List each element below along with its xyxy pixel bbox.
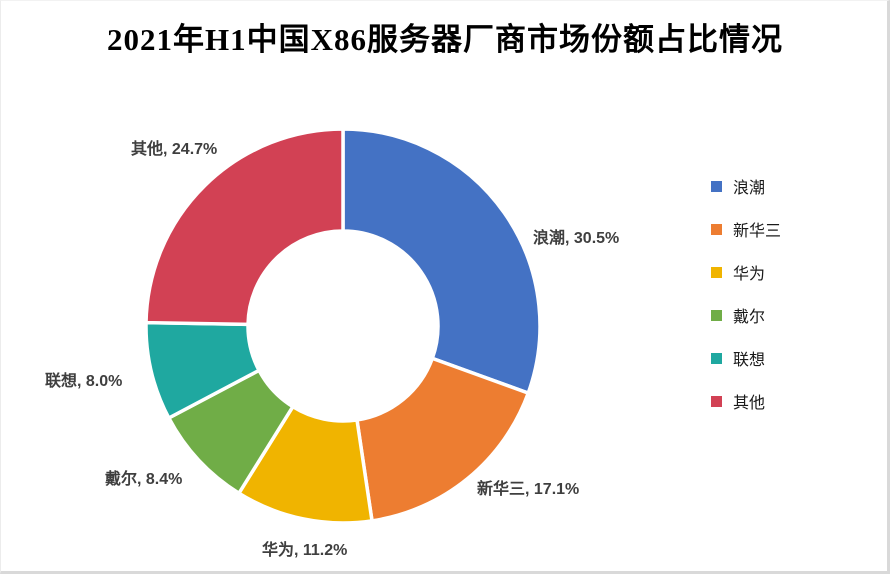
- legend-item-label: 联想: [733, 352, 766, 369]
- donut-slice-新华三[interactable]: [355, 356, 531, 523]
- legend-item-label: 其他: [733, 395, 766, 412]
- legend-item-label: 戴尔: [733, 309, 766, 326]
- legend-item-dell[interactable]: 戴尔: [711, 305, 781, 326]
- data-label-h3c: 新华三, 17.1%: [477, 481, 580, 498]
- legend-swatch-icon: [711, 395, 722, 407]
- data-label-dell: 戴尔, 8.4%: [105, 471, 183, 488]
- legend-item-label: 华为: [733, 266, 766, 283]
- legend-swatch-icon: [711, 180, 722, 192]
- legend-item-others[interactable]: 其他: [711, 391, 781, 412]
- legend-swatch-icon: [711, 223, 722, 235]
- data-label-others: 其他, 24.7%: [131, 141, 218, 158]
- legend-item-lenovo[interactable]: 联想: [711, 348, 781, 369]
- legend-swatch-icon: [711, 266, 722, 278]
- legend-item-label: 浪潮: [733, 180, 766, 197]
- donut-slice-其他[interactable]: [144, 127, 345, 327]
- data-label-inspur: 浪潮, 30.5%: [533, 230, 620, 247]
- chart-title: 2021年H1中国X86服务器厂商市场份额占比情况: [107, 22, 783, 57]
- legend: 浪潮 新华三 华为 戴尔 联想 其他: [711, 176, 781, 434]
- legend-item-huawei[interactable]: 华为: [711, 262, 781, 283]
- legend-swatch-icon: [711, 309, 722, 321]
- legend-swatch-icon: [711, 352, 722, 364]
- data-label-huawei: 华为, 11.2%: [262, 542, 348, 559]
- donut-slice-浪潮[interactable]: [341, 127, 542, 396]
- legend-item-label: 新华三: [733, 223, 782, 240]
- legend-item-h3c[interactable]: 新华三: [711, 219, 782, 240]
- legend-item-inspur[interactable]: 浪潮: [711, 176, 781, 197]
- data-label-lenovo: 联想, 8.0%: [45, 373, 123, 390]
